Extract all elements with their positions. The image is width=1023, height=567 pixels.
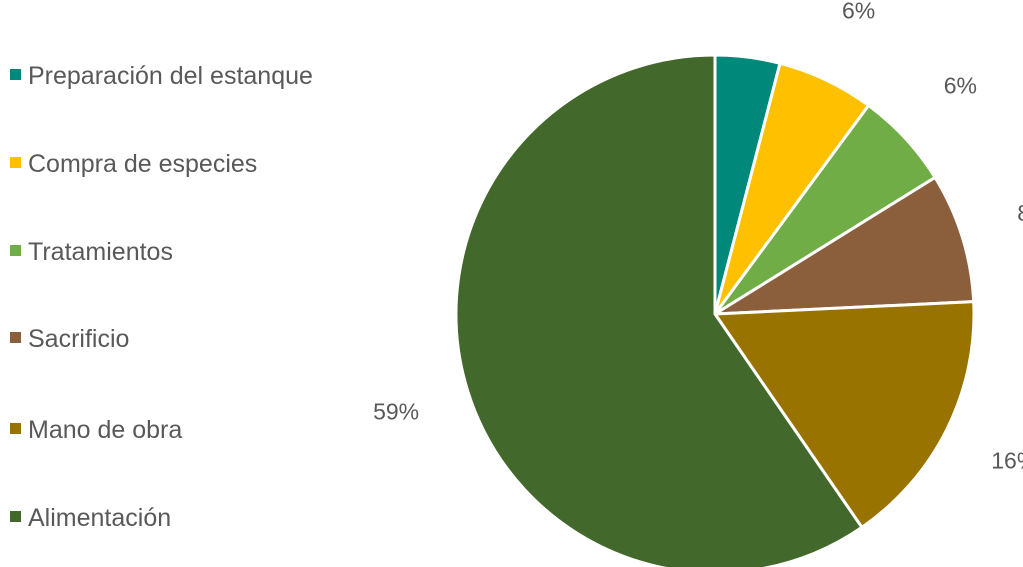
data-label: 16% <box>991 447 1023 473</box>
legend-label: Sacrificio <box>28 325 130 353</box>
pie-slice <box>713 300 976 529</box>
data-label: 59% <box>373 398 419 424</box>
legend-swatch <box>10 69 21 80</box>
legend-label: Alimentación <box>28 504 172 532</box>
legend-item-tratamientos: Tratamientos <box>10 236 328 268</box>
legend-label: Mano de obra <box>28 416 183 444</box>
legend-label: Tratamientos <box>28 238 173 266</box>
pie-slice <box>713 175 976 316</box>
legend-label: Preparación del estanque <box>28 62 313 90</box>
legend-item-mano-de-obra: Mano de obra <box>10 414 328 446</box>
legend-label: Compra de especies <box>28 150 258 178</box>
legend-swatch <box>10 245 21 256</box>
data-label: 6% <box>944 72 977 98</box>
legend-swatch <box>10 511 21 522</box>
pie-slice <box>454 53 864 567</box>
legend-item-compra: Compra de especies <box>10 148 328 180</box>
data-label: 8% <box>1017 200 1023 226</box>
legend-item-alimentacion: Alimentación <box>10 502 328 534</box>
legend-swatch <box>10 332 21 343</box>
legend-swatch <box>10 423 21 434</box>
legend-item-preparacion: Preparación del estanque <box>10 60 328 92</box>
legend-item-sacrificio: Sacrificio <box>10 323 328 355</box>
data-label: 6% <box>842 0 875 23</box>
legend: Preparación del estanque Compra de espec… <box>0 0 360 567</box>
legend-swatch <box>10 157 21 168</box>
